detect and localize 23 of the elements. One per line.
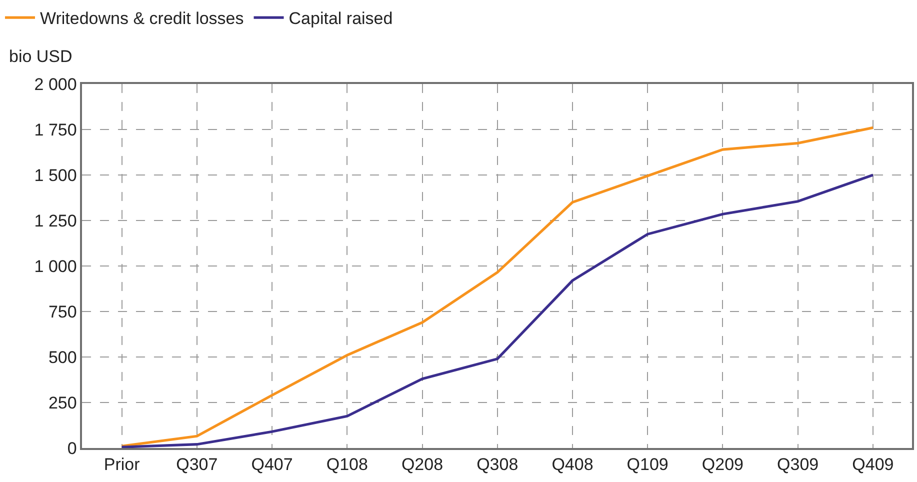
y-axis-title: bio USD xyxy=(9,47,72,66)
x-tick-label: Q108 xyxy=(326,455,368,474)
x-tick-label: Prior xyxy=(104,455,140,474)
x-tick-label: Q209 xyxy=(702,455,744,474)
y-tick-label: 1 000 xyxy=(34,256,77,276)
legend-label: Writedowns & credit losses xyxy=(40,9,244,28)
x-tick-label: Q407 xyxy=(251,455,293,474)
x-tick-label: Q408 xyxy=(552,455,594,474)
legend-label: Capital raised xyxy=(288,9,393,28)
y-tick-label: 1 750 xyxy=(34,120,77,140)
x-tick-label: Q309 xyxy=(777,455,819,474)
y-tick-label: 1 250 xyxy=(34,211,77,230)
y-tick-label: 1 500 xyxy=(34,166,77,185)
y-tick-label: 500 xyxy=(48,348,77,367)
y-tick-label: 750 xyxy=(48,302,77,322)
x-tick-label: Q409 xyxy=(852,455,894,474)
x-tick-label: Q109 xyxy=(626,455,668,474)
y-tick-label: 0 xyxy=(67,438,77,458)
y-tick-label: 250 xyxy=(48,393,77,412)
y-tick-label: 2 000 xyxy=(34,74,77,94)
x-tick-label: Q308 xyxy=(476,455,518,474)
x-tick-label: Q208 xyxy=(401,455,444,474)
x-tick-label: Q307 xyxy=(176,455,218,474)
